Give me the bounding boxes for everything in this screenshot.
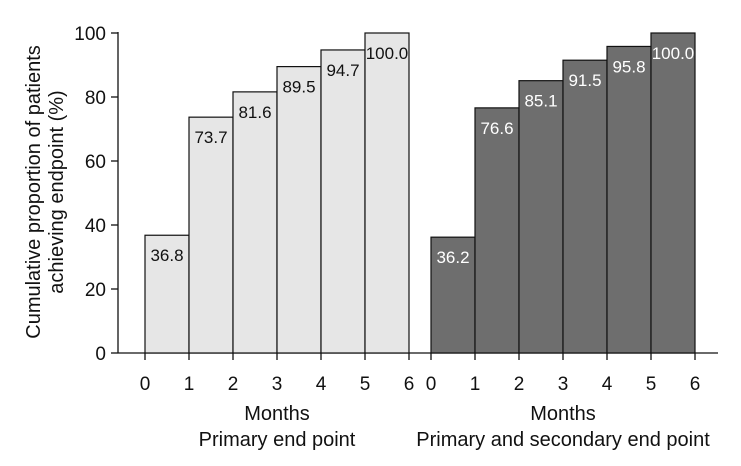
- bar-value-label: 76.6: [480, 119, 513, 138]
- x-tick-label: 1: [184, 374, 195, 395]
- bar-value-label: 85.1: [524, 92, 557, 111]
- y-tick-label: 80: [85, 88, 106, 109]
- x-tick-label: 5: [360, 374, 371, 395]
- bar-value-label: 95.8: [612, 57, 645, 76]
- bar-value-label: 89.5: [282, 78, 315, 97]
- bar-value-label: 94.7: [326, 61, 359, 80]
- bar-value-label: 81.6: [238, 103, 271, 122]
- bar: [518, 80, 564, 354]
- x-tick-label: 5: [646, 374, 657, 395]
- bar: [232, 91, 278, 354]
- y-axis-label-line-1: Cumulative proportion of patients: [23, 45, 45, 339]
- x-tick-label: 6: [404, 374, 415, 395]
- x-tick-label: 0: [426, 374, 437, 395]
- y-axis-label: Cumulative proportion of patients achiev…: [23, 45, 68, 339]
- bar: [188, 116, 234, 354]
- x-tick-label: 1: [470, 374, 481, 395]
- bar: [606, 45, 652, 354]
- bar-value-label: 100.0: [652, 44, 695, 63]
- y-axis-label-line-2: achieving endpoint (%): [46, 90, 68, 293]
- x-tick-label: 3: [558, 374, 569, 395]
- x-tick-label: 2: [228, 374, 239, 395]
- bar-value-label: 36.2: [436, 248, 469, 267]
- bar: [650, 32, 696, 354]
- bar: [474, 107, 520, 354]
- panel-subtitle: Primary and secondary end point: [416, 429, 710, 451]
- bar: [276, 65, 322, 354]
- x-tick-label: 4: [316, 374, 327, 395]
- x-tick-label: 0: [140, 374, 151, 395]
- bar: [364, 32, 410, 354]
- x-axis-label: Months: [530, 403, 596, 425]
- y-tick-label: 20: [85, 280, 106, 301]
- y-tick-label: 100: [74, 24, 106, 45]
- panel-1: 36.8 73.7 81.6 89.5 94.7 100.0 0 1 2 3 4 5 6 Months Pr…: [140, 32, 415, 451]
- bar-value-label: 91.5: [568, 71, 601, 90]
- x-tick-label: 2: [514, 374, 525, 395]
- bar: [430, 236, 476, 354]
- bar: [562, 59, 608, 354]
- y-tick-label: 60: [85, 152, 106, 173]
- x-tick-label: 6: [690, 374, 701, 395]
- panel-subtitle: Primary end point: [199, 429, 356, 451]
- bar-value-label: 73.7: [194, 128, 227, 147]
- panels: 36.8 73.7 81.6 89.5 94.7 100.0 0 1 2 3 4 5 6 Months Pr…: [140, 32, 710, 451]
- bar-value-label: 100.0: [366, 44, 409, 63]
- panel-2: 36.2 76.6 85.1 91.5 95.8 100.0 0 1 2 3 4 5 6 Months Pr…: [416, 32, 710, 451]
- x-axis-label: Months: [244, 403, 310, 425]
- bar: [320, 49, 366, 354]
- y-tick-label: 0: [95, 344, 106, 365]
- y-tick-label: 40: [85, 216, 106, 237]
- bar-value-label: 36.8: [150, 246, 183, 265]
- x-tick-label: 4: [602, 374, 613, 395]
- x-tick-label: 3: [272, 374, 283, 395]
